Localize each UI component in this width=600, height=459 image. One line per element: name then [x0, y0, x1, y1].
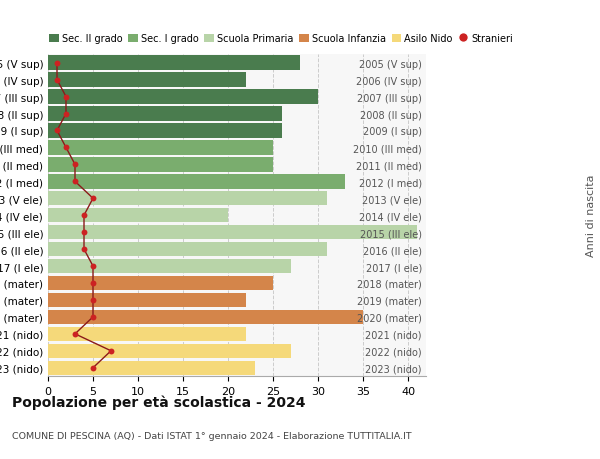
Point: [61, 145, 71, 152]
Bar: [48, 344, 291, 358]
Bar: [48, 107, 282, 122]
Bar: [48, 90, 318, 105]
Bar: [48, 175, 345, 189]
Point: [88, 280, 98, 287]
Point: [88, 364, 98, 372]
Bar: [48, 208, 228, 223]
Point: [70, 330, 80, 338]
Point: [61, 111, 71, 118]
Bar: [48, 259, 291, 274]
Bar: [48, 293, 246, 308]
Point: [61, 94, 71, 101]
Point: [79, 212, 89, 219]
Bar: [48, 310, 363, 325]
Point: [88, 263, 98, 270]
Point: [88, 195, 98, 202]
Point: [52, 60, 62, 67]
Point: [52, 128, 62, 135]
Point: [52, 77, 62, 84]
Point: [79, 229, 89, 236]
Bar: [48, 242, 327, 257]
Bar: [48, 124, 282, 138]
Bar: [48, 158, 273, 172]
Point: [88, 313, 98, 321]
Bar: [48, 56, 300, 71]
Point: [70, 161, 80, 168]
Point: [70, 178, 80, 185]
Bar: [48, 225, 417, 240]
Text: Popolazione per età scolastica - 2024: Popolazione per età scolastica - 2024: [12, 395, 305, 409]
Bar: [48, 361, 255, 375]
Text: Anni di nascita: Anni di nascita: [586, 174, 596, 257]
Point: [79, 246, 89, 253]
Text: COMUNE DI PESCINA (AQ) - Dati ISTAT 1° gennaio 2024 - Elaborazione TUTTITALIA.IT: COMUNE DI PESCINA (AQ) - Dati ISTAT 1° g…: [12, 431, 412, 440]
Bar: [48, 73, 246, 88]
Point: [106, 347, 116, 355]
Point: [88, 297, 98, 304]
Bar: [48, 327, 246, 341]
Bar: [48, 141, 273, 155]
Bar: [48, 192, 327, 206]
Bar: [48, 276, 273, 291]
Legend: Sec. II grado, Sec. I grado, Scuola Primaria, Scuola Infanzia, Asilo Nido, Stran: Sec. II grado, Sec. I grado, Scuola Prim…: [49, 34, 513, 44]
